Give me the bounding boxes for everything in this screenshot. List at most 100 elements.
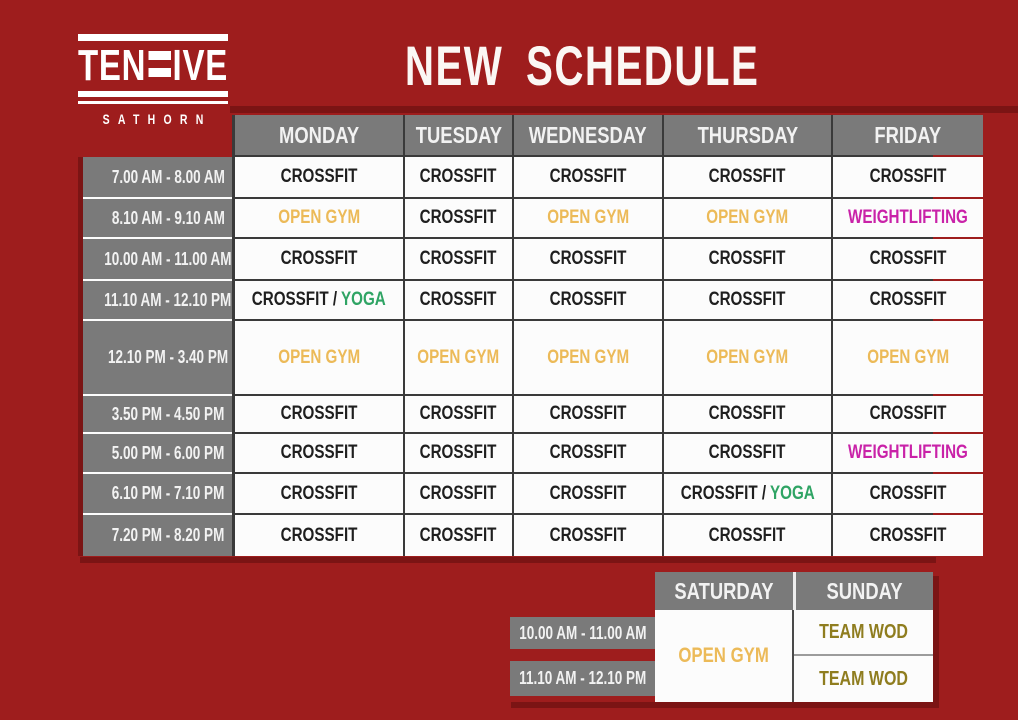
activity-label: CROSSFIT [549,289,627,310]
logo-top-bar [78,34,228,41]
schedule-cell: CROSSFIT [404,239,513,279]
activity-label: OPEN GYM [417,346,500,368]
activity-label: CROSSFIT [709,442,786,463]
day-header-saturday: SATURDAY [655,572,793,610]
activity-label: CROSSFIT / YOGA [251,289,386,310]
schedule-cell: CROSSFIT [235,239,403,279]
logo-wordmark: TEN IVE [78,41,228,90]
schedule-cell: CROSSFIT [514,396,662,432]
logo-subtitle: SATHORN [102,111,212,128]
day-header-monday: MONDAY [235,115,403,155]
activity-label: CROSSFIT [549,482,627,504]
activity-label: WEIGHTLIFTING [848,442,969,463]
schedule-cell: CROSSFIT [514,157,662,197]
schedule-cell: CROSSFIT / YOGA [663,474,832,513]
logo-wordmark-right: IVE [172,41,228,90]
activity-label: CROSSFIT [549,166,627,187]
time-slot: 12.10 PM - 3.40 PM [83,321,253,394]
schedule-cell: CROSSFIT [514,515,662,556]
time-slot: 7.20 PM - 8.20 PM [83,515,253,556]
shadow-strip [230,106,1018,113]
activity-label: CROSSFIT [549,524,627,546]
schedule-cell: CROSSFIT [663,434,832,472]
activity-label: CROSSFIT [280,403,358,424]
activity-label: CROSSFIT [869,289,947,310]
weekend-time-slot: 11.10 AM - 12.10 PM [510,661,655,696]
schedule-cell: CROSSFIT [404,474,513,513]
day-header-thursday: THURSDAY [663,115,832,155]
schedule-cell: CROSSFIT [833,281,984,319]
schedule-cell: OPEN GYM [663,199,832,237]
activity-label: OPEN GYM [277,346,360,368]
schedule-cell: CROSSFIT [404,281,513,319]
sunday-schedule-cell: TEAM WOD [794,610,933,656]
schedule-cell: OPEN GYM [514,321,662,394]
activity-label: CROSSFIT [419,403,497,424]
saturday-schedule-cell: OPEN GYM [655,610,794,702]
activity-label: CROSSFIT / YOGA [680,482,815,504]
activity-label: OPEN GYM [706,346,789,368]
activity-label: CROSSFIT [419,482,497,504]
activity-label: OPEN GYM [547,346,629,368]
schedule-cell: WEIGHTLIFTING [833,434,984,472]
schedule-cell: CROSSFIT [404,157,513,197]
weekend-header-row: SATURDAY SUNDAY [655,572,933,610]
schedule-cell: CROSSFIT [663,239,832,279]
activity-label: CROSSFIT [709,403,786,424]
time-slot-column: 7.00 AM - 8.00 AM 8.10 AM - 9.10 AM 10.00 … [83,157,253,556]
day-header-friday: FRIDAY [833,115,984,155]
activity-label: CROSSFIT [709,248,786,269]
logo-underline [78,91,228,98]
schedule-cell: WEIGHTLIFTING [833,199,984,237]
activity-label: CROSSFIT [549,248,627,269]
schedule-cell: OPEN GYM [833,321,984,394]
shadow-strip [933,576,939,708]
schedule-cell: OPEN GYM [663,321,832,394]
activity-label: CROSSFIT [280,248,358,269]
schedule-cell: OPEN GYM [514,199,662,237]
activity-label: CROSSFIT [419,248,497,269]
schedule-cell: CROSSFIT [833,396,984,432]
f-bars-icon [148,51,171,77]
day-header-sunday: SUNDAY [795,572,933,610]
schedule-cell: CROSSFIT [235,157,403,197]
activity-label: CROSSFIT [869,524,947,546]
schedule-cell: CROSSFIT [514,474,662,513]
schedule-cell: CROSSFIT [404,199,513,237]
time-slot: 3.50 PM - 4.50 PM [83,396,253,432]
activity-label: CROSSFIT [709,166,786,187]
time-slot: 8.10 AM - 9.10 AM [83,199,253,237]
schedule-cell: CROSSFIT [514,239,662,279]
sunday-schedule-cell: TEAM WOD [794,656,933,702]
schedule-cell: CROSSFIT [235,396,403,432]
schedule-cell: OPEN GYM [235,199,403,237]
schedule-cell: CROSSFIT [833,157,984,197]
schedule-cell: CROSSFIT [833,474,984,513]
schedule-cell: CROSSFIT [833,239,984,279]
time-slot: 5.00 PM - 6.00 PM [83,434,253,472]
time-slot: 10.00 AM - 11.00 AM [83,239,253,279]
activity-label: WEIGHTLIFTING [848,207,969,228]
shadow-strip [511,702,939,708]
schedule-cell: CROSSFIT [514,281,662,319]
schedule-cell: CROSSFIT [514,434,662,472]
activity-label: CROSSFIT [419,289,497,310]
activity-label: CROSSFIT [869,166,947,187]
activity-label: OPEN GYM [706,207,789,228]
logo-wordmark-left: TEN [78,41,147,90]
schedule-cell: CROSSFIT [235,474,403,513]
schedule-cell: CROSSFIT [833,515,984,556]
activity-label: CROSSFIT [549,442,627,463]
shadow-strip [78,157,83,556]
activity-label: OPEN GYM [867,346,950,368]
schedule-cell: CROSSFIT [663,515,832,556]
schedule-cell: CROSSFIT [235,515,403,556]
day-header-wednesday: WEDNESDAY [514,115,662,155]
brand-logo: TEN IVE SATHORN [78,34,228,127]
activity-label: CROSSFIT [419,524,497,546]
schedule-cell: CROSSFIT [404,396,513,432]
activity-label: CROSSFIT [280,166,358,187]
activity-label: CROSSFIT [280,442,358,463]
schedule-cell: CROSSFIT [663,157,832,197]
